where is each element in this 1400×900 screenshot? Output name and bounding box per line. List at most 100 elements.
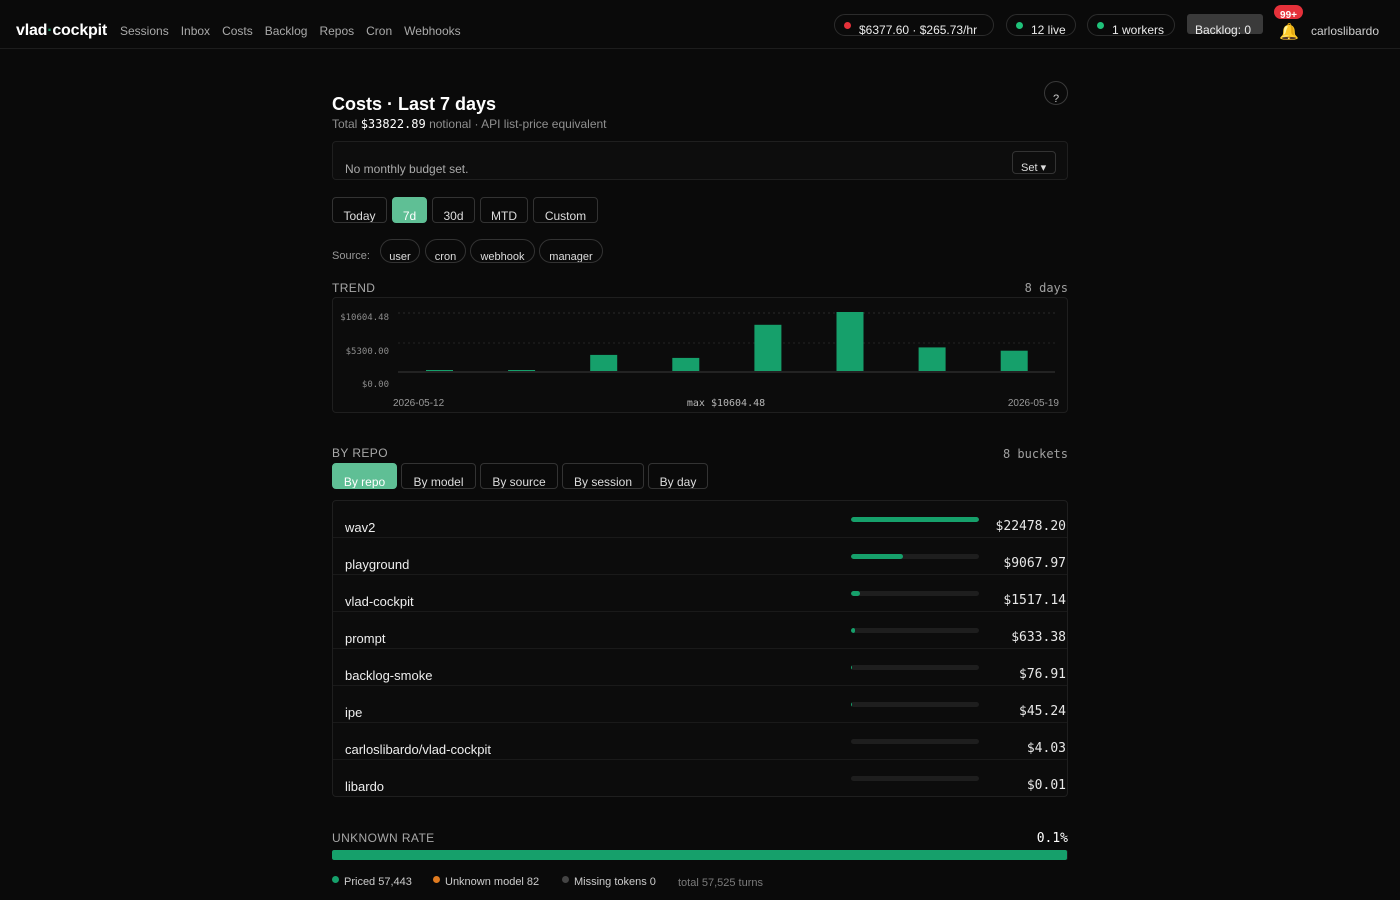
table-row[interactable]: playground $9067.97 bbox=[333, 538, 1067, 575]
brand-name-right: cockpit bbox=[52, 22, 107, 39]
top-bar: vlad·cockpit Sessions Inbox Costs Backlo… bbox=[0, 0, 1400, 49]
unknown-rate-heading: UNKNOWN RATE bbox=[332, 831, 435, 845]
source-webhook-chip[interactable]: webhook bbox=[470, 239, 535, 263]
trend-bar-2026-05-14[interactable] bbox=[590, 354, 618, 371]
table-row[interactable]: libardo $0.01 bbox=[333, 760, 1067, 796]
range-30d-button[interactable]: 30d bbox=[432, 197, 475, 223]
trend-bar-2026-05-12[interactable] bbox=[426, 370, 453, 371]
brand-separator: · bbox=[47, 22, 53, 39]
nav-webhooks[interactable]: Webhooks bbox=[404, 24, 461, 38]
total-turns: total 57,525 turns bbox=[678, 877, 764, 889]
trend-bar-2026-05-13[interactable] bbox=[508, 370, 536, 371]
repo-name: vlad-cockpit bbox=[345, 594, 414, 609]
nav-cron[interactable]: Cron bbox=[366, 24, 393, 38]
y-tick-max: $10604.48 bbox=[340, 313, 389, 323]
repo-name: backlog-smoke bbox=[345, 668, 433, 683]
table-row[interactable]: prompt $633.38 bbox=[333, 612, 1067, 649]
max-value-label: max $10604.48 bbox=[687, 398, 765, 409]
repo-name: prompt bbox=[345, 631, 386, 646]
repo-cost: $22478.20 bbox=[995, 519, 1066, 534]
set-budget-button[interactable]: Set ▾ bbox=[1012, 151, 1056, 174]
table-row[interactable]: wav2 $22478.20 bbox=[333, 501, 1067, 538]
trend-bars bbox=[426, 312, 1028, 371]
repo-name: wav2 bbox=[345, 520, 376, 535]
unknown-model-count: Unknown model 82 bbox=[445, 876, 540, 888]
unknown-dot-icon bbox=[433, 876, 440, 883]
legend-missing-tokens: Missing tokens 0 bbox=[562, 876, 656, 888]
range-mtd-button[interactable]: MTD bbox=[480, 197, 528, 223]
source-user-chip[interactable]: user bbox=[380, 239, 420, 263]
priced-fill bbox=[332, 850, 1068, 860]
table-row[interactable]: carloslibardo/vlad-cockpit $4.03 bbox=[333, 723, 1067, 760]
priced-dot-icon bbox=[332, 876, 339, 883]
nav-inbox[interactable]: Inbox bbox=[180, 24, 211, 38]
unknown-rate-value: 0.1% bbox=[1036, 831, 1068, 846]
trend-meta: 8 days bbox=[1024, 281, 1068, 295]
repo-share-fill bbox=[851, 591, 860, 596]
repo-share-bar bbox=[851, 591, 979, 596]
repo-share-fill bbox=[851, 554, 903, 559]
trend-chart-svg: $10604.48 $5300.00 $0.00 2026-05-12 max … bbox=[340, 312, 1060, 409]
repo-cost: $9067.97 bbox=[1003, 556, 1066, 571]
breakdown-meta: 8 buckets bbox=[1002, 447, 1068, 461]
budget-text: No monthly budget set. bbox=[345, 162, 469, 176]
trend-bar-2026-05-16[interactable] bbox=[754, 324, 782, 371]
range-custom-button[interactable]: Custom bbox=[533, 197, 598, 223]
missing-dot-icon bbox=[562, 876, 569, 883]
repo-share-fill bbox=[851, 517, 979, 522]
repo-cost: $4.03 bbox=[1026, 741, 1066, 756]
y-tick-zero: $0.00 bbox=[362, 380, 389, 390]
repo-share-bar bbox=[851, 702, 979, 707]
table-row[interactable]: backlog-smoke $76.91 bbox=[333, 649, 1067, 686]
nav-sessions[interactable]: Sessions bbox=[120, 24, 169, 38]
range-7d-button[interactable]: 7d bbox=[392, 197, 427, 223]
source-manager-chip[interactable]: manager bbox=[539, 239, 603, 263]
breakdown-heading: BY REPO bbox=[332, 446, 388, 460]
x-start-label: 2026-05-12 bbox=[393, 398, 445, 409]
tab-by-source[interactable]: By source bbox=[480, 463, 558, 489]
app-logo[interactable]: vlad·cockpit bbox=[16, 22, 107, 40]
spend-text: $6377.60 · $265.73/hr bbox=[859, 23, 978, 37]
repo-share-bar bbox=[851, 776, 979, 781]
repo-cost: $76.91 bbox=[1019, 667, 1066, 682]
priced-count: Priced 57,443 bbox=[344, 876, 412, 888]
unknown-rate-bar bbox=[332, 850, 1068, 860]
nav-backlog[interactable]: Backlog bbox=[264, 24, 308, 38]
workers-pill[interactable]: 1 workers bbox=[1087, 14, 1175, 37]
main-nav: Sessions Inbox Costs Backlog Repos Cron … bbox=[120, 24, 461, 38]
nav-costs[interactable]: Costs bbox=[222, 24, 253, 38]
brand-name-left: vlad bbox=[16, 22, 48, 39]
bell-icon[interactable]: 🔔 bbox=[1279, 24, 1299, 41]
repo-name: playground bbox=[345, 557, 410, 572]
y-tick-mid: $5300.00 bbox=[346, 347, 389, 357]
spend-pill[interactable]: $6377.60 · $265.73/hr bbox=[834, 14, 994, 37]
tab-by-repo[interactable]: By repo bbox=[332, 463, 397, 489]
source-cron-chip[interactable]: cron bbox=[425, 239, 466, 263]
trend-bar-2026-05-17[interactable] bbox=[836, 312, 864, 371]
page-title: Costs · Last 7 days bbox=[332, 94, 497, 114]
trend-bar-2026-05-15[interactable] bbox=[672, 357, 700, 371]
nav-repos[interactable]: Repos bbox=[319, 24, 355, 38]
budget-panel: No monthly budget set. Set ▾ bbox=[332, 141, 1068, 180]
table-row[interactable]: ipe $45.24 bbox=[333, 686, 1067, 723]
trend-bar-2026-05-18[interactable] bbox=[918, 347, 946, 371]
range-today-button[interactable]: Today bbox=[332, 197, 387, 223]
repo-cost: $0.01 bbox=[1026, 778, 1066, 793]
live-text: 12 live bbox=[1031, 23, 1066, 37]
repo-share-bar bbox=[851, 517, 979, 522]
live-pill[interactable]: 12 live bbox=[1006, 14, 1076, 37]
repo-cost-table: wav2 $22478.20 playground $9067.97 vlad-cock… bbox=[332, 500, 1068, 797]
tab-by-day[interactable]: By day bbox=[648, 463, 708, 489]
backlog-button[interactable]: Backlog: 0 bbox=[1187, 14, 1263, 37]
tab-by-session[interactable]: By session bbox=[562, 463, 644, 489]
costs-page: Costs · Last 7 days ? Total $33822.89 no… bbox=[332, 49, 1068, 900]
table-row[interactable]: vlad-cockpit $1517.14 bbox=[333, 575, 1067, 612]
trend-bar-2026-05-19[interactable] bbox=[1000, 350, 1028, 371]
repo-name: carloslibardo/vlad-cockpit bbox=[345, 742, 491, 757]
repo-cost: $1517.14 bbox=[1003, 593, 1066, 608]
user-menu[interactable]: carloslibardo bbox=[1311, 24, 1380, 38]
tab-by-model[interactable]: By model bbox=[401, 463, 476, 489]
x-end-label: 2026-05-19 bbox=[1008, 398, 1060, 409]
help-button[interactable]: ? bbox=[1044, 81, 1068, 105]
repo-cost: $633.38 bbox=[1011, 630, 1066, 645]
